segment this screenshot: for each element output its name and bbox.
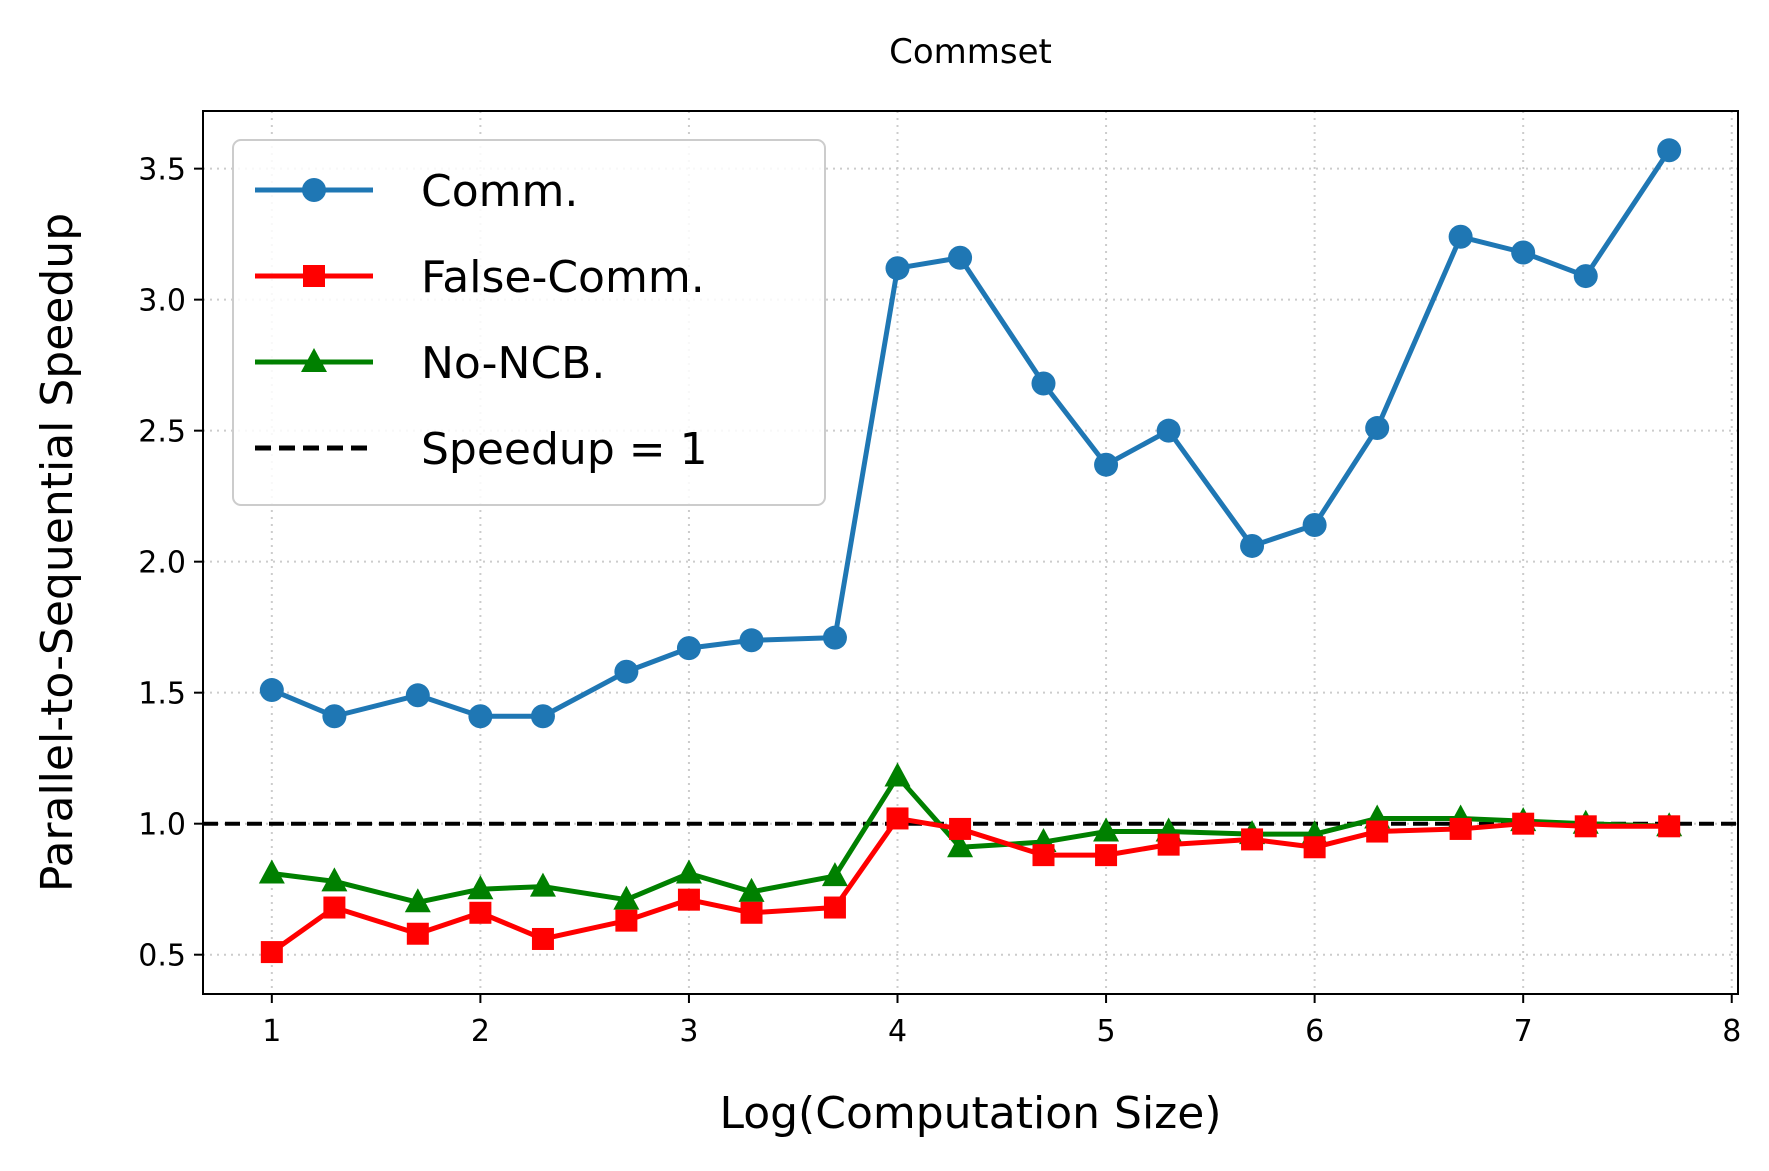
legend: Comm. False-Comm. No-NCB. Speedup = 1: [232, 139, 826, 506]
axis-ticks: 1 2 3 4 5 6 7 8 0.5 1.0 1.5 2.0 2.5 3.0 3.5: [138, 153, 1741, 1049]
data-point-no-ncb: [404, 888, 431, 913]
data-point-comm: [1511, 240, 1536, 265]
data-point-false-comm: [406, 922, 429, 945]
x-tick-label: 1: [262, 1014, 281, 1049]
x-tick-label: 7: [1514, 1014, 1533, 1049]
plot-frame: [202, 110, 1739, 995]
legend-label-speedup-1: Speedup = 1: [421, 424, 708, 475]
data-point-comm: [530, 704, 555, 729]
data-point-false-comm: [1303, 836, 1326, 859]
series-false-comm: [260, 807, 1681, 964]
data-point-false-comm: [823, 896, 846, 919]
data-point-comm: [1302, 512, 1327, 537]
data-point-no-ncb: [675, 859, 702, 884]
data-point-comm: [739, 628, 764, 653]
data-point-no-ncb: [821, 862, 848, 887]
x-tick-label: 3: [679, 1014, 698, 1049]
data-point-false-comm: [1157, 833, 1180, 856]
data-point-false-comm: [615, 909, 638, 932]
data-point-false-comm: [531, 927, 554, 950]
legend-label-comm: Comm.: [421, 166, 578, 217]
y-tick-label: 2.5: [138, 415, 186, 450]
data-point-false-comm: [1574, 815, 1597, 838]
data-point-false-comm: [469, 901, 492, 924]
legend-marker-comm: [302, 178, 326, 202]
data-point-no-ncb: [258, 859, 285, 884]
x-tick-label: 8: [1722, 1014, 1741, 1049]
y-tick-label: 2.0: [138, 546, 186, 581]
data-point-no-ncb: [1093, 817, 1120, 842]
legend-marker-false-comm: [303, 265, 325, 287]
data-point-false-comm: [1512, 812, 1535, 835]
data-point-comm: [1240, 533, 1265, 558]
legend-label-false-comm: False-Comm.: [421, 252, 705, 303]
data-point-comm: [1156, 418, 1181, 443]
series-comm: [259, 138, 1682, 729]
data-point-comm: [1657, 138, 1682, 163]
data-point-false-comm: [1032, 844, 1055, 867]
data-point-comm: [948, 245, 973, 270]
data-point-comm: [405, 683, 430, 708]
y-axis-title: Parallel-to-Sequential Speedup: [32, 213, 83, 892]
data-point-no-ncb: [321, 867, 348, 892]
data-point-false-comm: [1449, 817, 1472, 840]
data-point-comm: [468, 704, 493, 729]
x-tick-label: 6: [1305, 1014, 1324, 1049]
data-point-comm: [1031, 371, 1056, 396]
data-point-comm: [322, 704, 347, 729]
x-tick-label: 5: [1097, 1014, 1116, 1049]
legend-box: [232, 139, 826, 506]
data-point-no-ncb: [884, 762, 911, 787]
data-point-false-comm: [1366, 820, 1389, 843]
legend-marker-no-ncb: [301, 348, 327, 372]
legend-label-no-ncb: No-NCB.: [421, 338, 605, 389]
x-tick-label: 4: [888, 1014, 907, 1049]
data-point-no-ncb: [529, 872, 556, 897]
data-point-comm: [1573, 264, 1598, 289]
data-point-false-comm: [323, 896, 346, 919]
x-tick-label: 2: [471, 1014, 490, 1049]
data-point-false-comm: [1241, 828, 1264, 851]
data-point-no-ncb: [738, 877, 765, 902]
data-point-comm: [1448, 224, 1473, 249]
chart-title: Commset: [889, 32, 1052, 72]
data-point-comm: [259, 678, 284, 703]
data-point-comm: [822, 625, 847, 650]
data-point-no-ncb: [467, 875, 494, 900]
series-layer: [258, 138, 1683, 964]
y-tick-label: 3.0: [138, 284, 186, 319]
data-point-false-comm: [1095, 844, 1118, 867]
data-point-no-ncb: [613, 885, 640, 910]
data-point-false-comm: [949, 817, 972, 840]
data-point-comm: [885, 256, 910, 281]
data-point-false-comm: [886, 807, 909, 830]
y-tick-label: 1.0: [138, 808, 186, 843]
data-point-false-comm: [740, 901, 763, 924]
y-tick-label: 1.5: [138, 677, 186, 712]
data-point-false-comm: [260, 941, 283, 964]
data-point-comm: [1365, 416, 1390, 441]
data-point-false-comm: [677, 888, 700, 911]
x-axis-title: Log(Computation Size): [719, 1088, 1221, 1139]
y-tick-label: 0.5: [138, 939, 186, 974]
data-point-comm: [1094, 452, 1119, 477]
y-tick-label: 3.5: [138, 153, 186, 188]
data-point-false-comm: [1658, 815, 1681, 838]
data-point-no-ncb: [947, 833, 974, 858]
data-point-comm: [614, 659, 639, 684]
data-point-comm: [676, 636, 701, 661]
